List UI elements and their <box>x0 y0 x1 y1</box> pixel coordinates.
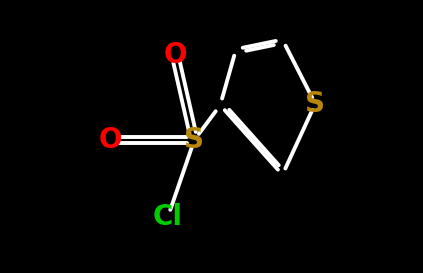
Text: Cl: Cl <box>153 203 183 231</box>
Text: O: O <box>163 41 187 69</box>
Text: O: O <box>99 126 122 154</box>
Text: S: S <box>305 90 325 118</box>
Text: S: S <box>184 126 204 154</box>
